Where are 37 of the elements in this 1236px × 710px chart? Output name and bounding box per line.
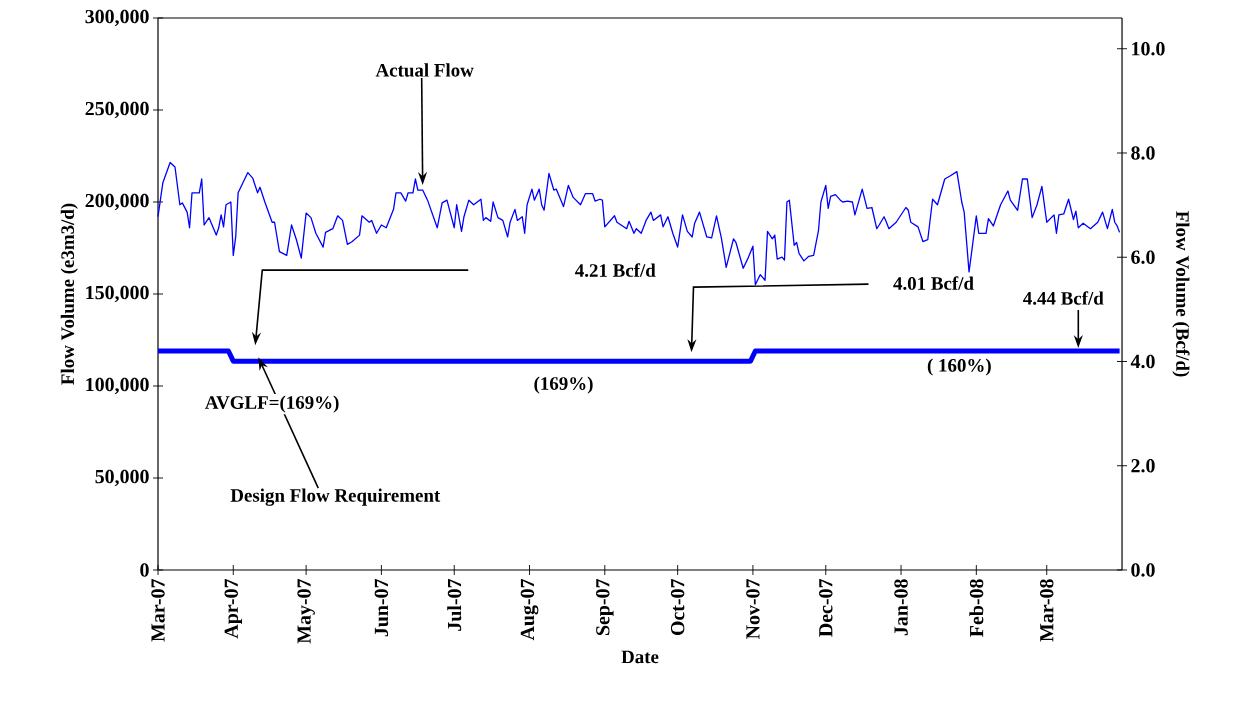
x-axis-title: Date [621, 650, 659, 664]
y-axis-title: Flow Volume (e3m3/d) [60, 203, 78, 385]
x-tick-label: Aug-07 [520, 579, 539, 641]
x-tick-label: Sep-07 [596, 579, 614, 636]
annotation: AVGLF=(169%) [205, 395, 339, 413]
y-tick-label: 200,000 [85, 193, 149, 211]
x-tick-label: Dec-07 [819, 579, 833, 637]
annotation: 4.01 Bcf/d [893, 276, 974, 290]
x-tick-label: Mar-08 [1040, 579, 1054, 642]
y2-tick-label: 0.0 [1131, 563, 1155, 577]
y2-tick-label: 2.0 [1131, 458, 1155, 473]
y-tick-label: 250,000 [85, 101, 149, 119]
y2-tick-label: 6.0 [1131, 250, 1155, 265]
annotation: ( 160%) [927, 358, 991, 376]
x-tick-label: Apr-07 [224, 579, 243, 639]
x-tick-label: Jan-08 [894, 579, 908, 636]
x-tick-label: Nov-07 [746, 579, 760, 640]
y-tick-label: 150,000 [86, 285, 149, 303]
x-tick-label: Mar-07 [151, 579, 165, 642]
text: Design Flow Requirement [230, 488, 441, 506]
y-tick-label: 0 [140, 563, 149, 577]
text: Actual Flow [375, 63, 474, 77]
annotation: 4.21 Bcf/d [575, 263, 656, 277]
y2-axis-title: Flow Volume (Bcf/d) [1172, 211, 1190, 377]
x-tick-label: Jul-07 [447, 579, 462, 631]
y2-tick-label: 4.0 [1130, 354, 1155, 369]
annotation: (169%) [534, 376, 593, 394]
x-tick-label: Oct-07 [670, 579, 685, 636]
annotation: 4.44 Bcf/d [1023, 291, 1104, 305]
y-tick-label: 50,000 [95, 469, 149, 487]
y2-tick-label: 10.0 [1132, 41, 1165, 56]
y2-tick-label: 8.0 [1131, 146, 1155, 160]
y-tick-label: 100,000 [86, 377, 149, 395]
x-tick-label: Jun-07 [374, 579, 389, 637]
x-tick-label: May-07 [297, 579, 315, 644]
y-tick-label: 300,000 [85, 9, 149, 27]
x-tick-label: Feb-08 [969, 579, 984, 637]
